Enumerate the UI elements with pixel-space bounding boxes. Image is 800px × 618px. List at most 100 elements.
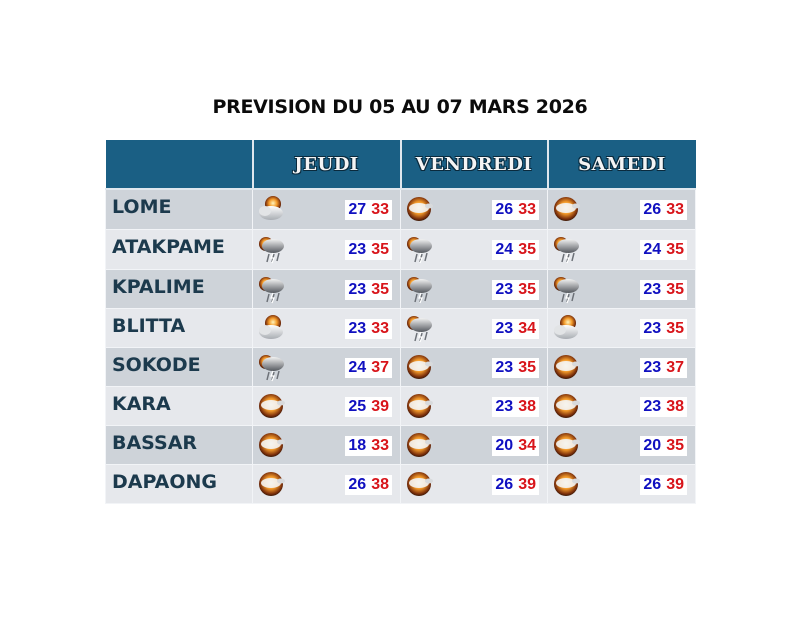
max-temp: 35 bbox=[518, 240, 536, 258]
max-temp: 34 bbox=[518, 436, 536, 454]
temperature-box: 24 35 bbox=[492, 239, 539, 260]
city-name: LOME bbox=[112, 196, 172, 218]
temperature-box: 23 35 bbox=[640, 318, 687, 339]
max-temp: 39 bbox=[518, 475, 536, 493]
city-cell: LOME bbox=[105, 188, 253, 230]
forecast-cell: 23 35 bbox=[252, 268, 401, 309]
header-day-samedi: SAMEDI bbox=[546, 140, 696, 190]
temperature-box: 27 33 bbox=[345, 200, 392, 220]
temperature-box: 25 39 bbox=[345, 396, 392, 417]
header-day-jeudi: JEUDI bbox=[251, 140, 402, 190]
min-temp: 24 bbox=[495, 240, 514, 258]
temperature-box: 24 35 bbox=[640, 239, 687, 260]
max-temp: 33 bbox=[518, 201, 536, 218]
city-name: BASSAR bbox=[112, 431, 198, 454]
thunderstorm-sun-icon bbox=[552, 274, 582, 304]
partly-cloudy-sun-icon bbox=[257, 194, 287, 224]
forecast-cell: 25 39 bbox=[252, 385, 401, 426]
city-name: SOKODE bbox=[112, 353, 201, 376]
partly-cloudy-sun-icon bbox=[552, 313, 582, 343]
temperature-box: 23 34 bbox=[492, 318, 539, 339]
min-temp: 18 bbox=[348, 436, 367, 454]
city-cell: BASSAR bbox=[105, 424, 253, 465]
forecast-cell: 23 35 bbox=[400, 268, 548, 309]
temperature-box: 23 38 bbox=[492, 396, 539, 417]
temperature-box: 26 39 bbox=[640, 474, 687, 495]
max-temp: 39 bbox=[371, 397, 389, 415]
temperature-box: 23 35 bbox=[640, 279, 687, 300]
thunderstorm-sun-icon bbox=[405, 313, 435, 343]
min-temp: 23 bbox=[348, 280, 367, 298]
min-temp: 23 bbox=[348, 240, 367, 258]
city-name: DAPAONG bbox=[112, 470, 218, 493]
sunny-haze-icon bbox=[552, 469, 582, 499]
min-temp: 26 bbox=[495, 201, 514, 218]
forecast-cell: 26 33 bbox=[400, 188, 548, 230]
header-corner bbox=[105, 140, 254, 190]
sunny-haze-icon bbox=[257, 391, 287, 421]
forecast-cell: 24 35 bbox=[547, 228, 696, 270]
table-row: BASSAR 18 33 20 34 20 35 bbox=[105, 424, 696, 465]
sunny-haze-icon bbox=[552, 391, 582, 421]
sunny-haze-icon bbox=[552, 194, 582, 224]
thunderstorm-sun-icon bbox=[257, 234, 287, 264]
sunny-haze-icon bbox=[405, 469, 435, 499]
partly-cloudy-sun-icon bbox=[257, 313, 287, 343]
temperature-box: 26 39 bbox=[492, 474, 539, 495]
sunny-haze-icon bbox=[405, 391, 435, 421]
max-temp: 35 bbox=[371, 240, 389, 258]
temperature-box: 23 33 bbox=[345, 318, 392, 339]
forecast-cell: 26 39 bbox=[400, 463, 548, 504]
max-temp: 33 bbox=[371, 201, 389, 218]
forecast-cell: 20 34 bbox=[400, 424, 548, 465]
city-cell: KPALIME bbox=[105, 268, 253, 309]
city-cell: DAPAONG bbox=[105, 463, 253, 504]
table-row: LOME 27 33 26 33 26 33 bbox=[105, 188, 696, 230]
forecast-cell: 26 39 bbox=[547, 463, 696, 504]
max-temp: 33 bbox=[371, 319, 389, 337]
forecast-cell: 18 33 bbox=[252, 424, 401, 465]
min-temp: 24 bbox=[348, 358, 367, 376]
city-name: KPALIME bbox=[112, 275, 205, 298]
city-cell: BLITTA bbox=[105, 307, 253, 348]
sunny-haze-icon bbox=[405, 352, 435, 382]
header-day-vendredi: VENDREDI bbox=[399, 140, 549, 190]
forecast-cell: 23 35 bbox=[547, 268, 696, 309]
max-temp: 35 bbox=[666, 436, 684, 454]
max-temp: 35 bbox=[666, 240, 684, 258]
temperature-box: 26 33 bbox=[640, 200, 687, 220]
forecast-cell: 23 35 bbox=[252, 228, 401, 270]
forecast-cell: 24 35 bbox=[400, 228, 548, 270]
min-temp: 26 bbox=[348, 475, 367, 493]
city-name: BLITTA bbox=[112, 314, 186, 337]
min-temp: 27 bbox=[348, 201, 367, 218]
forecast-cell: 24 37 bbox=[252, 346, 401, 387]
city-name: ATAKPAME bbox=[112, 235, 225, 258]
table-row: DAPAONG 26 38 26 39 26 39 bbox=[105, 463, 696, 504]
max-temp: 35 bbox=[666, 319, 684, 337]
forecast-cell: 23 38 bbox=[547, 385, 696, 426]
table-row: BLITTA 23 33 23 34 23 35 bbox=[105, 307, 696, 348]
table-row: KARA 25 39 23 38 23 38 bbox=[105, 385, 696, 426]
min-temp: 26 bbox=[643, 475, 662, 493]
forecast-cell: 23 37 bbox=[547, 346, 696, 387]
min-temp: 23 bbox=[495, 319, 514, 337]
max-temp: 37 bbox=[666, 358, 684, 376]
temperature-box: 18 33 bbox=[345, 435, 392, 456]
max-temp: 38 bbox=[666, 397, 684, 415]
header-row: JEUDI VENDREDI SAMEDI bbox=[105, 140, 696, 190]
min-temp: 23 bbox=[348, 319, 367, 337]
max-temp: 35 bbox=[666, 280, 684, 298]
city-name: KARA bbox=[112, 392, 171, 415]
sunny-haze-icon bbox=[405, 194, 435, 224]
table-row: SOKODE 24 37 23 35 23 37 bbox=[105, 346, 696, 387]
temperature-box: 23 38 bbox=[640, 396, 687, 417]
min-temp: 20 bbox=[643, 436, 662, 454]
min-temp: 23 bbox=[643, 280, 662, 298]
min-temp: 23 bbox=[495, 280, 514, 298]
min-temp: 23 bbox=[495, 397, 514, 415]
temperature-box: 26 38 bbox=[345, 474, 392, 495]
max-temp: 35 bbox=[518, 280, 536, 298]
temperature-box: 23 35 bbox=[345, 239, 392, 260]
max-temp: 35 bbox=[371, 280, 389, 298]
